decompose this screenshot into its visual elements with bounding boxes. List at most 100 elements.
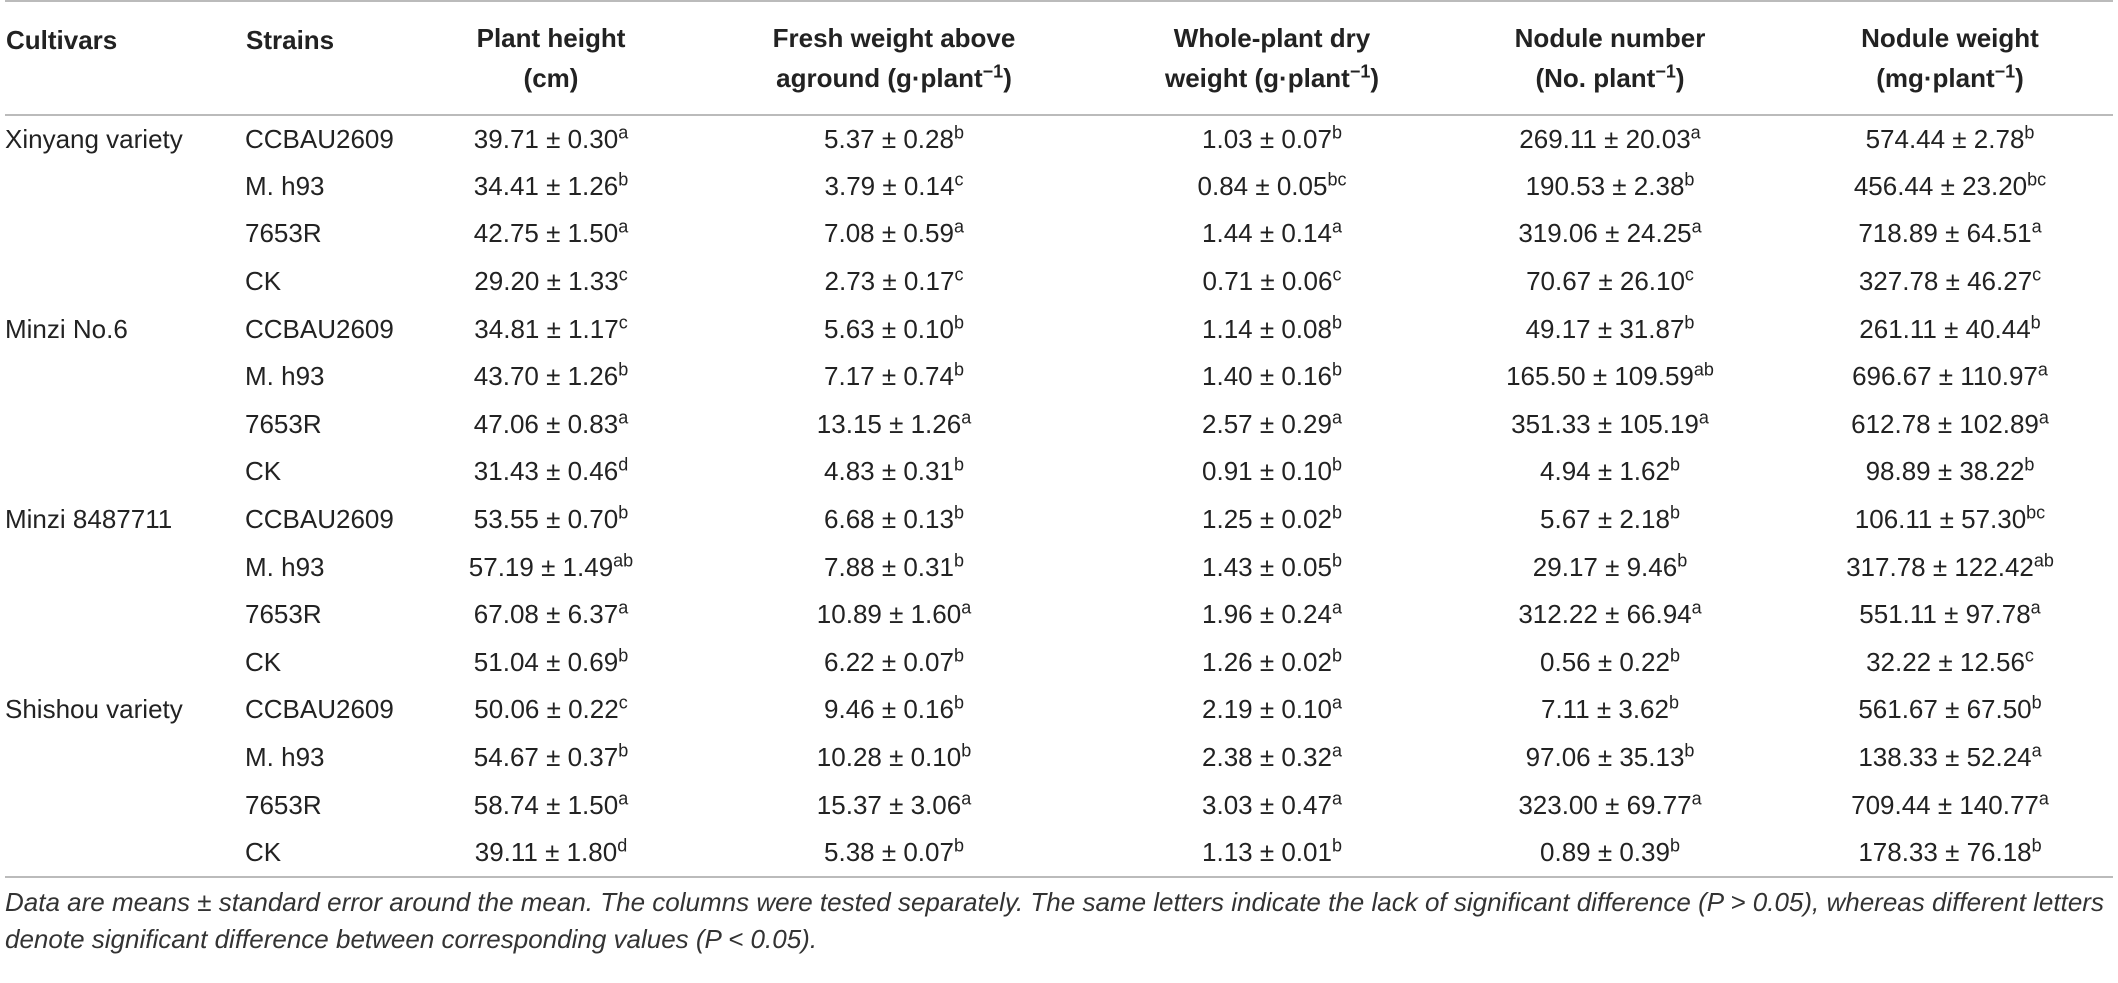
value-cell: 351.33 ± 105.19a xyxy=(1433,401,1787,449)
table-row: 7653R 47.06 ± 0.83a 13.15 ± 1.26a 2.57 ± 0.… xyxy=(5,401,2113,449)
significance-letter: b xyxy=(2030,312,2041,333)
significance-letter: b xyxy=(618,502,629,523)
significance-letter: ab xyxy=(2033,549,2054,570)
significance-letter: b xyxy=(2024,454,2035,475)
value-cell: 312.22 ± 66.94a xyxy=(1433,591,1787,639)
mean-se: 43.70 ± 1.26 xyxy=(473,361,619,392)
significance-letter: b xyxy=(618,359,629,380)
significance-letter: b xyxy=(1331,454,1342,475)
cultivar-cell xyxy=(5,353,245,401)
significance-letter: d xyxy=(618,454,629,475)
significance-letter: a xyxy=(953,216,964,237)
mean-se: 29.20 ± 1.33 xyxy=(474,266,619,297)
value-cell: 1.25 ± 0.02b xyxy=(1111,496,1433,544)
significance-letter: a xyxy=(1690,122,1701,143)
mean-se: 551.11 ± 97.78 xyxy=(1859,599,2031,630)
cultivar-cell xyxy=(5,401,245,449)
significance-letter: a xyxy=(961,787,972,808)
header-row: Cultivars Strains Plant height (cm) Fresh we… xyxy=(5,1,2113,115)
significance-letter: b xyxy=(2031,835,2042,856)
mean-se: 0.84 ± 0.05 xyxy=(1197,170,1328,201)
significance-letter: b xyxy=(1668,692,1679,713)
value-cell: 1.44 ± 0.14a xyxy=(1111,210,1433,258)
mean-se: 5.67 ± 2.18 xyxy=(1540,504,1670,535)
significance-letter: c xyxy=(1684,264,1694,285)
mean-se: 4.94 ± 1.62 xyxy=(1540,456,1670,487)
strain-cell: CCBAU2609 xyxy=(245,694,394,725)
header-superscript: −1 xyxy=(1655,61,1676,82)
cultivar-cell: Minzi 8487711 xyxy=(5,496,245,544)
mean-se: 1.40 ± 0.16 xyxy=(1202,361,1332,392)
value-cell: 1.14 ± 0.08b xyxy=(1111,305,1433,353)
header-tail: ) xyxy=(1003,63,1012,93)
value-cell: 29.20 ± 1.33c xyxy=(425,258,677,306)
significance-letter: b xyxy=(1331,835,1342,856)
value-cell: 1.96 ± 0.24a xyxy=(1111,591,1433,639)
cultivar-cell xyxy=(5,734,245,782)
value-cell: 106.11 ± 57.30bc xyxy=(1787,496,2113,544)
table-row: CK 51.04 ± 0.69b 6.22 ± 0.07b 1.26 ± 0.02b 0… xyxy=(5,639,2113,687)
mean-se: 34.81 ± 1.17 xyxy=(474,313,619,344)
cultivar-cell xyxy=(5,210,245,258)
header-line: Nodule number xyxy=(1514,23,1706,53)
mean-se: 0.71 ± 0.06 xyxy=(1202,266,1333,297)
mean-se: 39.11 ± 1.80 xyxy=(474,836,618,867)
cultivar-cell xyxy=(5,781,245,829)
mean-se: 709.44 ± 140.77 xyxy=(1851,789,2039,820)
mean-se: 3.03 ± 0.47 xyxy=(1202,789,1332,820)
cultivar: Shishou variety xyxy=(5,694,183,725)
mean-se: 7.17 ± 0.74 xyxy=(824,361,954,392)
value-cell: 561.67 ± 67.50b xyxy=(1787,686,2113,734)
mean-se: 58.74 ± 1.50 xyxy=(473,789,619,820)
header-cell: Whole-plant dry weight (g·plant−1) xyxy=(1111,1,1433,115)
significance-letter: bc xyxy=(2026,502,2046,523)
strain-cell: CK xyxy=(245,456,282,487)
table-row: Shishou variety CCBAU2609 50.06 ± 0.22c 9.4… xyxy=(5,686,2113,734)
value-cell: 1.03 ± 0.07b xyxy=(1111,115,1433,163)
table-row: CK 39.11 ± 1.80d 5.38 ± 0.07b 1.13 ± 0.01b 0… xyxy=(5,829,2113,877)
significance-letter: a xyxy=(2030,597,2041,618)
header-tail: ) xyxy=(1675,63,1685,93)
value-cell: 709.44 ± 140.77a xyxy=(1787,781,2113,829)
mean-se: 7.88 ± 0.31 xyxy=(824,551,954,582)
mean-se: 9.46 ± 0.16 xyxy=(824,694,954,725)
strain-cell: 7653R xyxy=(245,599,322,630)
table-header: Cultivars Strains Plant height (cm) Fresh we… xyxy=(5,1,2113,115)
significance-letter: c xyxy=(618,692,628,713)
value-cell: 67.08 ± 6.37a xyxy=(425,591,677,639)
value-cell: 6.68 ± 0.13b xyxy=(677,496,1111,544)
mean-se: 31.43 ± 0.46 xyxy=(473,456,619,487)
value-cell: 323.00 ± 69.77a xyxy=(1433,781,1787,829)
strain-cell: CK xyxy=(245,646,282,677)
significance-letter: a xyxy=(961,597,972,618)
cultivar-cell xyxy=(5,163,245,211)
header-line: (mg·plant xyxy=(1876,63,1995,93)
significance-letter: a xyxy=(2037,359,2048,380)
value-cell: 31.43 ± 0.46d xyxy=(425,448,677,496)
strain-cell: CCBAU2609 xyxy=(245,123,394,154)
header-line: (cm) xyxy=(523,63,579,93)
significance-letter: a xyxy=(1331,597,1342,618)
significance-letter: b xyxy=(2024,122,2035,143)
significance-letter: b xyxy=(961,740,972,761)
significance-letter: b xyxy=(2031,692,2042,713)
mean-se: 51.04 ± 0.69 xyxy=(473,646,619,677)
significance-letter: c xyxy=(2024,645,2034,666)
table-row: CK 29.20 ± 1.33c 2.73 ± 0.17c 0.71 ± 0.06c 7… xyxy=(5,258,2113,306)
significance-letter: b xyxy=(953,549,964,570)
data-table: Cultivars Strains Plant height (cm) Fresh we… xyxy=(5,0,2113,878)
mean-se: 612.78 ± 102.89 xyxy=(1851,408,2039,439)
mean-se: 190.53 ± 2.38 xyxy=(1525,170,1685,201)
mean-se: 1.25 ± 0.02 xyxy=(1202,504,1332,535)
value-cell: 0.91 ± 0.10b xyxy=(1111,448,1433,496)
header-superscript: −1 xyxy=(1994,61,2016,82)
value-cell: 10.28 ± 0.10b xyxy=(677,734,1111,782)
value-cell: 190.53 ± 2.38b xyxy=(1433,163,1787,211)
value-cell: 98.89 ± 38.22b xyxy=(1787,448,2113,496)
header-line: Nodule weight xyxy=(1861,23,2039,53)
value-cell: 5.38 ± 0.07b xyxy=(677,829,1111,877)
strain-cell: M. h93 xyxy=(245,742,325,773)
significance-letter: c xyxy=(2032,264,2042,285)
cultivar: Xinyang variety xyxy=(5,123,183,154)
